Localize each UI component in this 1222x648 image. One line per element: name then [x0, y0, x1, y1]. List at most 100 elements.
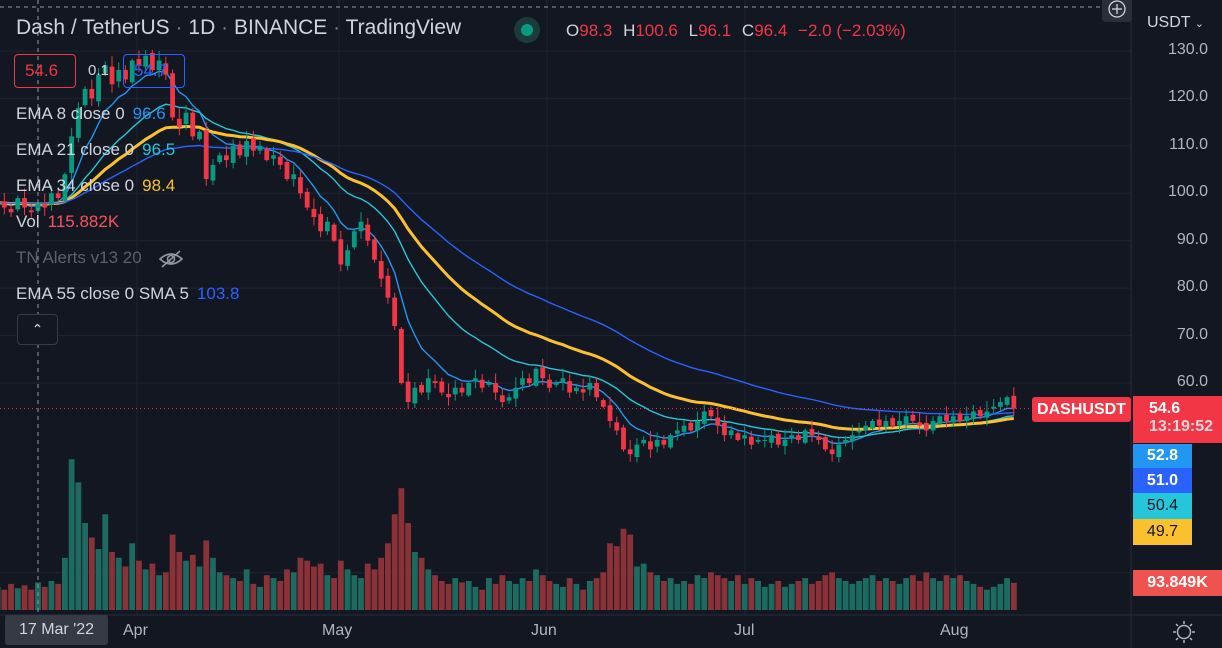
volume-bar — [694, 575, 701, 610]
candle-body — [654, 439, 660, 447]
volume-bar — [909, 575, 916, 610]
sell-price-button[interactable]: 54.6 — [14, 54, 76, 88]
candle-body — [668, 435, 673, 448]
volume-bar — [445, 583, 452, 610]
candle-body — [473, 378, 478, 382]
candle-body — [748, 436, 754, 445]
legend-ema8[interactable]: EMA 8 close 0 96.6 — [16, 104, 166, 124]
volume-bar — [687, 583, 694, 610]
candle-body — [950, 416, 956, 423]
volume-bar — [607, 543, 613, 610]
volume-bar — [640, 563, 647, 610]
volume-bar — [344, 569, 351, 610]
candle-body — [224, 155, 229, 161]
volume-bar — [647, 572, 654, 610]
volume-bar — [82, 523, 88, 610]
candle-body — [405, 381, 411, 402]
candle-body — [123, 69, 128, 80]
candle-body — [372, 239, 377, 260]
volume-bar — [667, 578, 674, 610]
interval[interactable]: 1D — [188, 16, 216, 39]
candle-body — [520, 378, 525, 385]
volume-bar — [674, 583, 681, 610]
candle-body — [917, 422, 923, 426]
candle-body — [116, 69, 122, 82]
volume-label: 93.849K — [1133, 570, 1222, 596]
volume-bar — [472, 586, 479, 610]
volume-bar — [236, 581, 243, 610]
candle-body — [1011, 395, 1017, 409]
settings-gear-icon[interactable] — [1172, 620, 1196, 644]
volume-bar — [459, 582, 465, 610]
volume-bar — [930, 578, 936, 610]
legend-value: 115.882K — [47, 212, 120, 231]
candle-body — [129, 60, 135, 83]
volume-bar — [748, 578, 755, 610]
volume-bar — [566, 578, 573, 610]
volume-bar — [701, 578, 708, 610]
legend-ema21[interactable]: EMA 21 close 0 96.5 — [16, 140, 175, 160]
volume-bar — [802, 578, 809, 610]
add-button[interactable] — [1102, 0, 1132, 22]
eye-off-icon[interactable] — [158, 249, 184, 269]
volume-bar — [586, 581, 593, 610]
candle-body — [971, 411, 976, 420]
legend-value: 103.8 — [196, 284, 240, 303]
candle-body — [836, 444, 842, 458]
volume-bar — [856, 581, 862, 610]
candle-body — [856, 430, 862, 433]
currency-selector[interactable]: USDT ⌄ — [1147, 14, 1204, 32]
legend-tn-alerts[interactable]: TN Alerts v13 20 — [16, 248, 184, 269]
volume-bar — [28, 589, 35, 610]
market-status-icon[interactable] — [514, 17, 540, 43]
legend-volume[interactable]: Vol 115.882K — [16, 212, 119, 232]
candle-body — [715, 417, 721, 426]
candle-body — [816, 436, 822, 440]
volume-bar — [257, 586, 263, 610]
volume-bar — [385, 543, 391, 610]
collapse-legend-button[interactable]: ⌃ — [17, 314, 58, 345]
candle-body — [701, 411, 707, 424]
volume-bar — [142, 569, 149, 610]
volume-bar — [270, 578, 277, 610]
open-value: 98.3 — [579, 21, 613, 40]
volume-bar — [795, 581, 802, 610]
volume-bar — [331, 578, 337, 610]
candle-body — [944, 414, 949, 421]
candle-body — [102, 65, 108, 74]
volume-bar — [849, 583, 856, 610]
buy-price-button[interactable]: 54.7 — [123, 54, 185, 88]
volume-bar — [250, 583, 257, 610]
candle-body — [513, 387, 519, 399]
volume-bar — [122, 566, 129, 610]
legend-ema34[interactable]: EMA 34 close 0 98.4 — [16, 176, 175, 196]
candle-body — [560, 378, 566, 384]
volume-bar — [136, 560, 142, 610]
candle-body — [587, 383, 593, 390]
volume-bar — [660, 581, 667, 610]
candle-body — [466, 383, 472, 396]
legend-ema55[interactable]: EMA 55 close 0 SMA 5 103.8 — [16, 284, 239, 304]
candle-body — [674, 430, 680, 434]
candle-body — [499, 395, 505, 402]
candle-body — [897, 420, 902, 426]
volume-bar — [1010, 582, 1017, 610]
volume-bar — [613, 546, 620, 610]
candle-body — [49, 193, 54, 205]
candle-body — [365, 224, 371, 241]
volume-bar — [485, 578, 492, 610]
volume-bar — [755, 581, 761, 610]
candle-body — [230, 145, 236, 163]
volume-bar — [984, 589, 990, 610]
volume-bar — [627, 534, 634, 610]
candle-body — [432, 381, 438, 384]
candle-body — [203, 130, 209, 180]
ema55-price-label: 51.0 — [1133, 468, 1192, 493]
candle-body — [22, 198, 27, 208]
volume-bar — [916, 581, 923, 610]
volume-bar — [580, 589, 587, 610]
close-value: 96.4 — [754, 21, 788, 40]
candle-body — [782, 439, 788, 447]
candle-body — [96, 74, 101, 102]
